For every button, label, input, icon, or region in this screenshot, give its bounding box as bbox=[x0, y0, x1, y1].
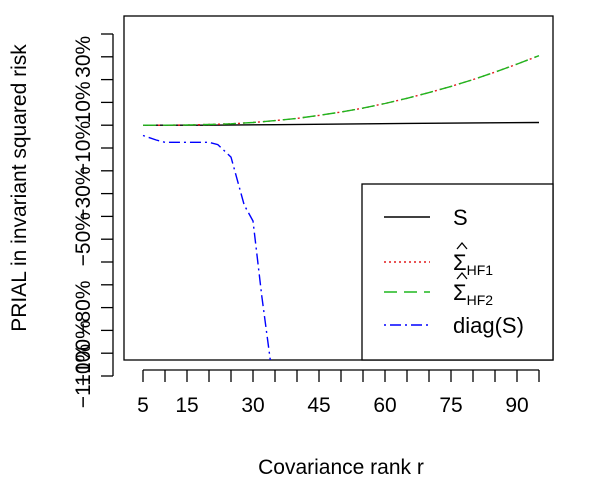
legend-label: S bbox=[453, 205, 468, 230]
y-tick-label: 30% bbox=[72, 36, 95, 78]
legend-label: ΣHF2 bbox=[453, 280, 493, 308]
y-tick-label: −50% bbox=[72, 212, 95, 266]
y-tick-label: −30% bbox=[72, 166, 95, 220]
y-tick-label: 10% bbox=[72, 81, 95, 123]
legend-label: ΣHF1 bbox=[453, 250, 493, 278]
x-tick-label: 75 bbox=[439, 394, 462, 417]
x-tick-label: 5 bbox=[137, 394, 149, 417]
x-tick-label: 30 bbox=[241, 394, 264, 417]
series-line-3 bbox=[143, 55, 540, 126]
x-tick-label: 15 bbox=[175, 394, 198, 417]
series-layer bbox=[142, 55, 540, 360]
y-tick-label: −80% bbox=[72, 280, 95, 334]
y-ticks: −110%−100%−80% −50%−30%−10%10% 30% bbox=[72, 33, 113, 408]
legend-box bbox=[361, 183, 554, 361]
y-tick-label: −100% bbox=[72, 320, 95, 386]
x-tick-label: 90 bbox=[505, 394, 528, 417]
x-axis-title: Covariance rank r bbox=[258, 456, 424, 479]
x-tick-label: 45 bbox=[307, 394, 330, 417]
x-ticks: 5 15 30 45 60 75 90 bbox=[137, 370, 540, 417]
hat-icon bbox=[456, 271, 468, 280]
legend-label: diag(S) bbox=[453, 313, 524, 338]
x-tick-label: 60 bbox=[373, 394, 396, 417]
y-tick-label: −110% bbox=[72, 344, 95, 408]
series-line-4 bbox=[142, 134, 271, 360]
y-tick-label: −10% bbox=[72, 121, 95, 175]
hat-icon bbox=[456, 241, 468, 250]
y-axis-title: PRIAL in invariant squared risk bbox=[8, 44, 31, 332]
